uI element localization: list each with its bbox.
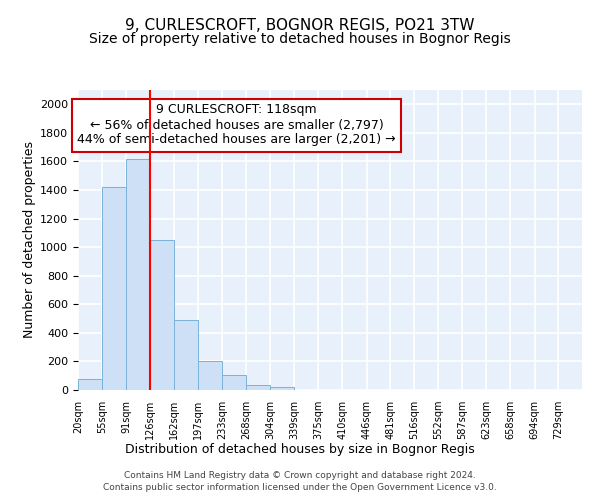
Bar: [271, 387, 294, 390]
Bar: [246, 385, 271, 390]
Bar: [150, 240, 174, 390]
Text: 9, CURLESCROFT, BOGNOR REGIS, PO21 3TW: 9, CURLESCROFT, BOGNOR REGIS, PO21 3TW: [125, 18, 475, 32]
Bar: [222, 375, 246, 390]
Text: Contains HM Land Registry data © Crown copyright and database right 2024.: Contains HM Land Registry data © Crown c…: [124, 472, 476, 480]
Bar: [198, 362, 222, 390]
Bar: [102, 187, 126, 390]
Bar: [174, 320, 198, 390]
Text: Distribution of detached houses by size in Bognor Regis: Distribution of detached houses by size …: [125, 442, 475, 456]
Y-axis label: Number of detached properties: Number of detached properties: [23, 142, 36, 338]
Bar: [78, 378, 102, 390]
Text: Size of property relative to detached houses in Bognor Regis: Size of property relative to detached ho…: [89, 32, 511, 46]
Text: Contains public sector information licensed under the Open Government Licence v3: Contains public sector information licen…: [103, 484, 497, 492]
Bar: [126, 158, 150, 390]
Text: 9 CURLESCROFT: 118sqm
← 56% of detached houses are smaller (2,797)
44% of semi-d: 9 CURLESCROFT: 118sqm ← 56% of detached …: [77, 104, 396, 146]
